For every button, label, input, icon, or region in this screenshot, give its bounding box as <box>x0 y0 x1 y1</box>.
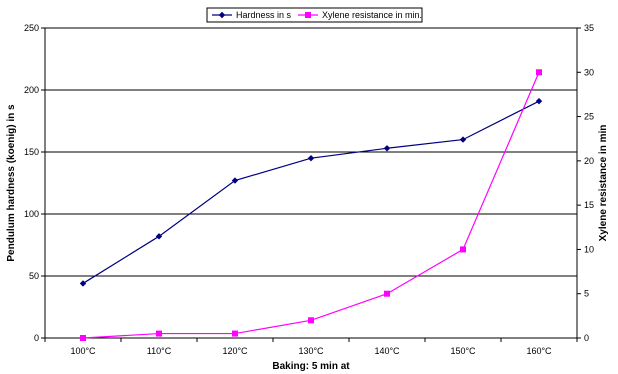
data-point <box>307 155 315 162</box>
y2-tick-label: 20 <box>584 156 594 166</box>
data-point <box>535 97 543 105</box>
y2-axis-title: Xylene resistance in min <box>598 125 609 242</box>
data-point <box>80 335 86 341</box>
x-axis-ticks: 100°C 110°C 120°C 130°C 140°C 150°C 160°C <box>44 338 578 356</box>
y-tick-label: 0 <box>34 333 39 343</box>
gridlines <box>45 27 577 277</box>
y-tick-label: 100 <box>24 209 39 219</box>
y2-tick-label: 35 <box>584 23 594 33</box>
x-tick-label: 100°C <box>70 346 96 356</box>
legend: Hardness in s Xylene resistance in min. <box>206 7 423 23</box>
left-axis-ticks: 0 50 100 150 200 250 <box>24 23 45 343</box>
y-axis-title: Pendulum hardness (koenig) in s <box>6 104 17 262</box>
data-point <box>384 290 390 297</box>
y-tick-label: 200 <box>24 85 39 95</box>
right-axis-ticks: 0 5 10 15 20 25 30 35 <box>577 23 594 343</box>
plot-area <box>44 28 578 339</box>
x-tick-label: 160°C <box>526 346 552 356</box>
legend-marker <box>305 12 311 18</box>
series-line <box>82 72 540 339</box>
y2-tick-label: 0 <box>584 333 589 343</box>
data-point <box>536 69 542 76</box>
data-point <box>460 246 466 253</box>
data-point <box>231 177 239 184</box>
x-tick-label: 140°C <box>374 346 400 356</box>
series-xylene-resistance <box>80 69 542 341</box>
y-tick-label: 250 <box>24 23 39 33</box>
data-point <box>79 280 87 287</box>
y2-tick-label: 30 <box>584 67 594 77</box>
y-tick-label: 150 <box>24 147 39 157</box>
series-hardness <box>79 97 543 287</box>
data-point <box>156 330 162 337</box>
series-layer <box>79 69 543 341</box>
y-tick-label: 50 <box>29 271 39 281</box>
y2-tick-label: 15 <box>584 200 594 210</box>
data-point <box>383 145 391 152</box>
x-tick-label: 150°C <box>450 346 476 356</box>
x-tick-label: 130°C <box>298 346 324 356</box>
legend-label: Xylene resistance in min. <box>322 10 422 20</box>
legend-label: Hardness in s <box>236 10 292 20</box>
x-tick-label: 120°C <box>222 346 248 356</box>
legend-marker <box>218 11 226 19</box>
y2-tick-label: 25 <box>584 112 594 122</box>
data-point <box>155 233 163 240</box>
x-axis-title: Baking: 5 min at <box>272 361 350 372</box>
data-point <box>232 330 238 337</box>
x-tick-label: 110°C <box>147 346 172 356</box>
data-point <box>459 136 467 143</box>
y2-tick-label: 10 <box>584 244 594 254</box>
data-point <box>308 317 314 324</box>
y2-tick-label: 5 <box>584 289 589 299</box>
series-line <box>82 100 540 284</box>
